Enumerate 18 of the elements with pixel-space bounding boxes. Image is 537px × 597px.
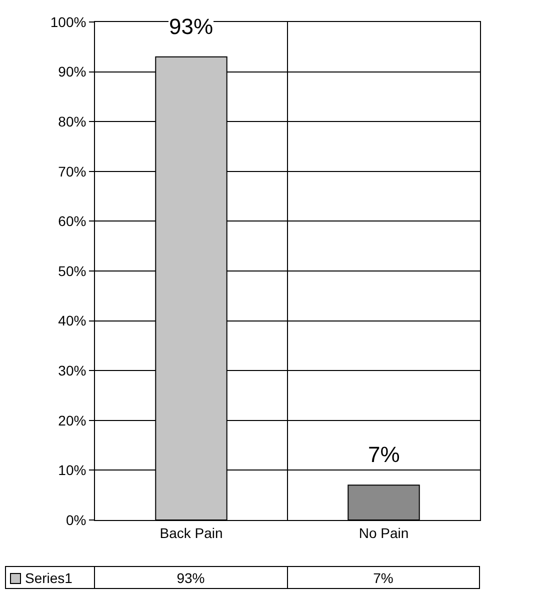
data-label: 93% bbox=[94, 566, 287, 588]
y-tick-label: 50% bbox=[58, 262, 86, 279]
text: 93% bbox=[169, 14, 214, 39]
y-tick-label: 70% bbox=[58, 163, 86, 180]
y-tick-label: 90% bbox=[58, 64, 86, 80]
data-label: 7% bbox=[287, 566, 480, 588]
y-tick-label: 30% bbox=[58, 362, 86, 378]
text: 7% bbox=[368, 442, 400, 467]
y-tick-label: 80% bbox=[58, 114, 86, 130]
y-tick-label: 100% bbox=[50, 14, 86, 30]
y-tick-label: 40% bbox=[58, 312, 86, 329]
x-tick-label: Back Pain bbox=[160, 524, 223, 541]
x-tick-label: No Pain bbox=[358, 524, 409, 541]
y-tick-label: 60% bbox=[58, 213, 86, 230]
legend-label: Series1 bbox=[25, 570, 72, 586]
y-tick-label: 10% bbox=[58, 462, 86, 478]
y-tick-label: 0% bbox=[66, 512, 86, 528]
y-tick-label: 20% bbox=[58, 412, 86, 428]
